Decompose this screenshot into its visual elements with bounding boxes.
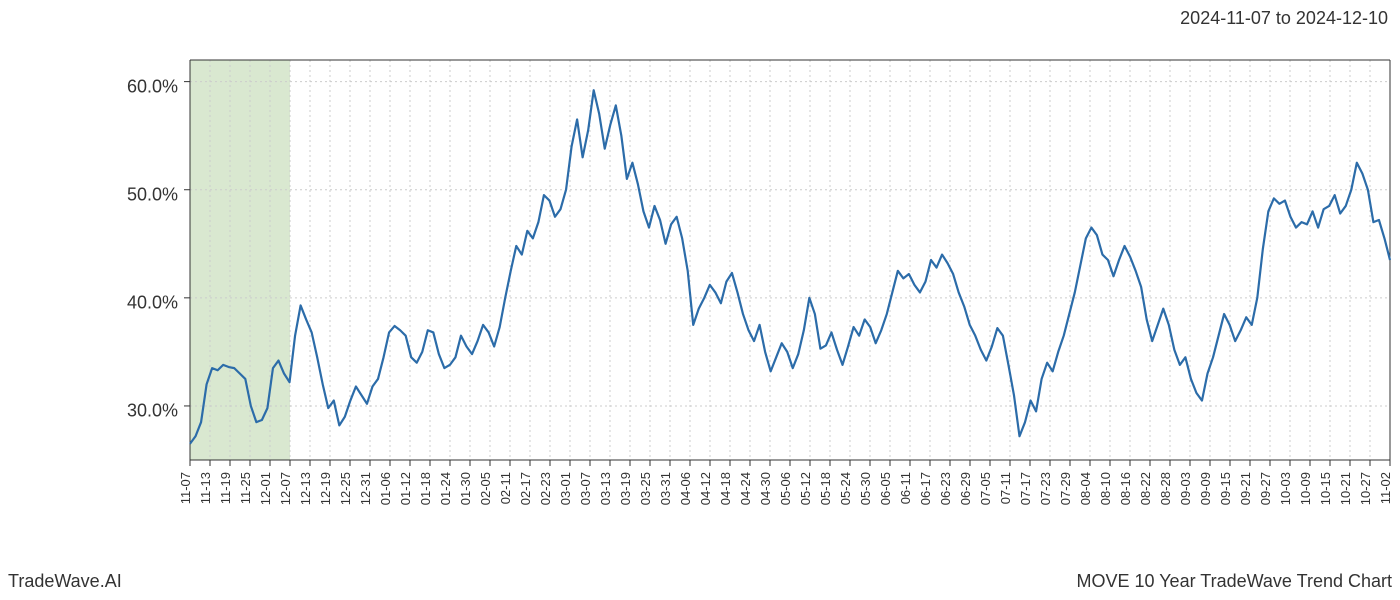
x-tick-label: 07-23 — [1038, 472, 1053, 505]
date-range-label: 2024-11-07 to 2024-12-10 — [1180, 8, 1388, 29]
x-tick-label: 03-01 — [558, 472, 573, 505]
x-tick-label: 11-07 — [178, 472, 193, 504]
x-tick-label: 06-23 — [938, 472, 953, 505]
x-tick-label: 08-28 — [1158, 472, 1173, 505]
x-tick-label: 05-12 — [798, 472, 813, 505]
x-tick-label: 10-03 — [1278, 472, 1293, 505]
x-tick-label: 02-05 — [478, 472, 493, 505]
x-tick-label: 12-01 — [258, 472, 273, 505]
x-tick-label: 12-07 — [278, 472, 293, 505]
x-tick-label: 10-21 — [1338, 472, 1353, 505]
x-tick-label: 06-17 — [918, 472, 933, 505]
x-tick-label: 08-22 — [1138, 472, 1153, 505]
y-tick-label: 60.0% — [127, 76, 178, 96]
x-tick-label: 05-18 — [818, 472, 833, 505]
y-tick-label: 40.0% — [127, 293, 178, 313]
x-tick-label: 04-06 — [678, 472, 693, 505]
x-tick-label: 12-25 — [338, 472, 353, 505]
x-tick-label: 01-18 — [418, 472, 433, 505]
brand-label: TradeWave.AI — [8, 571, 122, 592]
x-tick-label: 09-09 — [1198, 472, 1213, 505]
x-tick-label: 07-05 — [978, 472, 993, 505]
chart-title: MOVE 10 Year TradeWave Trend Chart — [1077, 571, 1393, 592]
x-tick-label: 09-27 — [1258, 472, 1273, 505]
x-tick-label: 03-19 — [618, 472, 633, 505]
x-tick-label: 09-21 — [1238, 472, 1253, 505]
x-tick-label: 03-25 — [638, 472, 653, 505]
x-tick-label: 02-17 — [518, 472, 533, 505]
x-tick-label: 11-19 — [218, 472, 233, 504]
x-tick-label: 05-24 — [838, 472, 853, 505]
x-tick-label: 11-02 — [1378, 472, 1393, 504]
x-tick-label: 01-12 — [398, 472, 413, 505]
x-tick-label: 05-06 — [778, 472, 793, 505]
y-tick-label: 50.0% — [127, 184, 178, 204]
x-tick-label: 07-29 — [1058, 472, 1073, 505]
x-tick-label: 01-06 — [378, 472, 393, 505]
x-tick-label: 08-16 — [1118, 472, 1133, 505]
x-tick-label: 11-25 — [238, 472, 253, 504]
x-tick-label: 06-11 — [898, 472, 913, 504]
x-tick-label: 06-05 — [878, 472, 893, 505]
x-tick-label: 02-23 — [538, 472, 553, 505]
x-tick-label: 08-10 — [1098, 472, 1113, 505]
x-tick-label: 04-12 — [698, 472, 713, 505]
x-tick-label: 01-24 — [438, 472, 453, 505]
x-tick-label: 10-15 — [1318, 472, 1333, 505]
x-tick-label: 11-13 — [198, 472, 213, 504]
x-tick-label: 07-11 — [998, 472, 1013, 504]
x-tick-label: 05-30 — [858, 472, 873, 505]
x-tick-label: 10-27 — [1358, 472, 1373, 505]
y-tick-label: 30.0% — [127, 401, 178, 421]
x-tick-label: 04-30 — [758, 472, 773, 505]
x-tick-label: 12-19 — [318, 472, 333, 505]
trend-chart: 30.0% 40.0% 50.0% 60.0% 11-07 11-13 11-19 11-25… — [0, 40, 1400, 560]
x-tick-label: 03-07 — [578, 472, 593, 505]
x-tick-label: 07-17 — [1018, 472, 1033, 505]
x-tick-label: 10-09 — [1298, 472, 1313, 505]
x-tick-label: 04-24 — [738, 472, 753, 505]
x-tick-label: 09-15 — [1218, 472, 1233, 505]
x-tick-label: 03-31 — [658, 472, 673, 505]
x-tick-label: 12-13 — [298, 472, 313, 505]
x-tick-label: 09-03 — [1178, 472, 1193, 505]
x-tick-label: 04-18 — [718, 472, 733, 505]
x-tick-label: 01-30 — [458, 472, 473, 505]
x-tick-label: 06-29 — [958, 472, 973, 505]
x-tick-label: 08-04 — [1078, 472, 1093, 505]
x-tick-label: 03-13 — [598, 472, 613, 505]
x-tick-label: 12-31 — [358, 472, 373, 505]
x-tick-label: 02-11 — [498, 472, 513, 504]
